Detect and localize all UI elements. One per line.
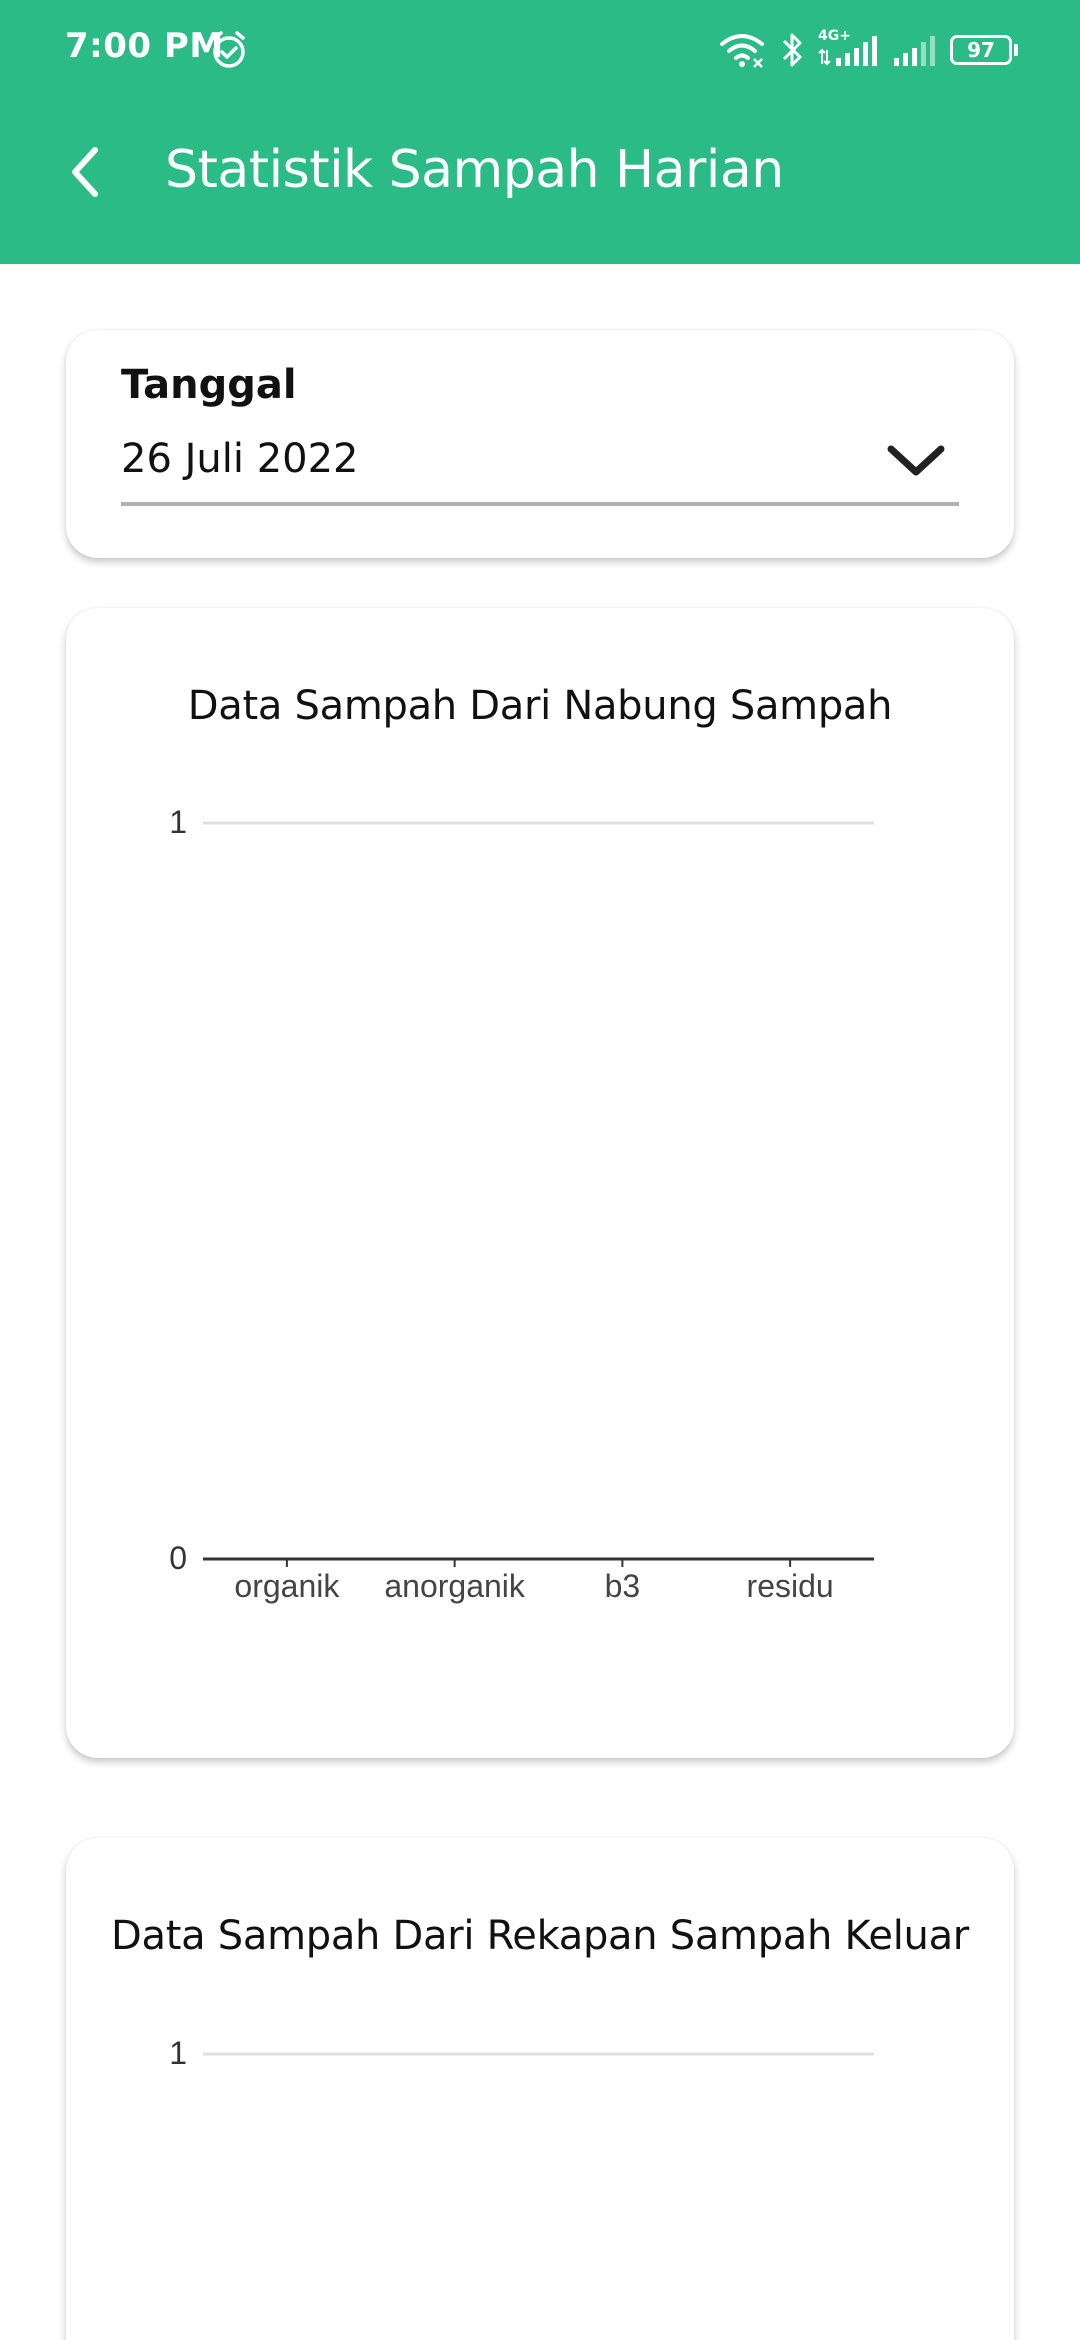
chart-card-rekapan-sampah-keluar: Data Sampah Dari Rekapan Sampah Keluar 1 xyxy=(66,1838,1014,2340)
y-tick-label: 0 xyxy=(169,1540,187,1576)
x-tick-label: anorganik xyxy=(384,1568,526,1604)
chart-title: Data Sampah Dari Rekapan Sampah Keluar xyxy=(111,1913,969,1959)
chart-title: Data Sampah Dari Nabung Sampah xyxy=(187,683,893,729)
app-bar: 7:00 PM 4G+ xyxy=(0,0,1080,264)
bar-chart-nabung-sampah: 0 1 organik anorganik b3 residu xyxy=(169,804,874,1604)
status-icons: 4G+ 97 xyxy=(718,28,1018,72)
chart-card-nabung-sampah: Data Sampah Dari Nabung Sampah 0 1 organik… xyxy=(66,608,1014,1758)
y-tick-label: 1 xyxy=(169,2035,187,2071)
date-filter-card: Tanggal 26 Juli 2022 xyxy=(66,330,1014,558)
status-time: 7:00 PM xyxy=(65,26,224,66)
x-tick-label: residu xyxy=(747,1568,834,1604)
battery-icon: 97 xyxy=(950,35,1018,65)
bar-chart-rekapan-sampah-keluar: 1 xyxy=(169,2035,874,2071)
alarm-icon xyxy=(213,31,245,68)
date-dropdown[interactable]: 26 Juli 2022 xyxy=(121,430,959,506)
date-label: Tanggal xyxy=(121,362,297,408)
chevron-down-icon[interactable] xyxy=(887,444,945,478)
y-tick-label: 1 xyxy=(169,804,187,840)
x-tick-label: organik xyxy=(234,1568,340,1604)
date-value: 26 Juli 2022 xyxy=(121,436,359,482)
signal-icon xyxy=(894,36,935,66)
network-type-label: 4G+ xyxy=(818,28,851,44)
x-tick-label: b3 xyxy=(605,1568,641,1604)
back-button[interactable] xyxy=(55,140,115,204)
signal-4g-icon: 4G+ xyxy=(818,28,878,68)
wifi-icon xyxy=(720,34,764,68)
bluetooth-icon xyxy=(782,33,802,67)
page-title: Statistik Sampah Harian xyxy=(165,140,784,200)
back-arrow-icon xyxy=(72,147,98,197)
battery-level: 97 xyxy=(950,35,1012,65)
